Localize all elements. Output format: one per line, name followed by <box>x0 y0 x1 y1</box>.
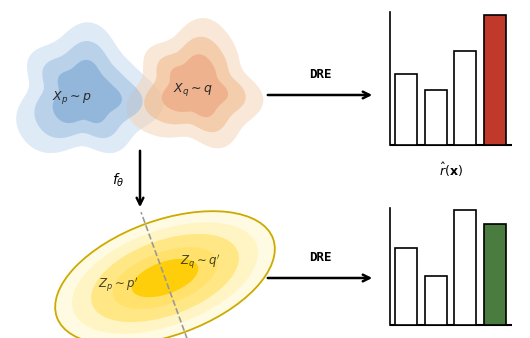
Ellipse shape <box>112 247 217 309</box>
Text: DRE: DRE <box>309 251 331 264</box>
Text: DRE: DRE <box>309 68 331 81</box>
Bar <box>425 276 447 325</box>
Text: $X_p \sim p$: $X_p \sim p$ <box>52 89 92 105</box>
Bar <box>454 51 476 145</box>
Text: $f_\theta$: $f_\theta$ <box>112 171 125 189</box>
Text: $Z_q \sim q'$: $Z_q \sim q'$ <box>180 253 220 271</box>
Text: $\hat{r}(\mathbf{x})$: $\hat{r}(\mathbf{x})$ <box>439 161 463 179</box>
Bar <box>484 224 506 325</box>
Text: $Z_p \sim p'$: $Z_p \sim p'$ <box>98 276 138 294</box>
Bar <box>484 15 506 145</box>
Polygon shape <box>162 54 228 117</box>
Bar <box>454 210 476 325</box>
Polygon shape <box>16 22 163 153</box>
Polygon shape <box>127 18 263 148</box>
Ellipse shape <box>55 211 275 338</box>
Ellipse shape <box>72 222 258 334</box>
Polygon shape <box>52 60 122 123</box>
Polygon shape <box>34 41 143 138</box>
Polygon shape <box>144 37 246 132</box>
Bar <box>395 248 417 325</box>
Ellipse shape <box>91 234 239 322</box>
Ellipse shape <box>131 259 198 297</box>
Text: $X_q \sim q$: $X_q \sim q$ <box>173 80 213 97</box>
Bar <box>425 90 447 145</box>
Bar <box>395 73 417 145</box>
